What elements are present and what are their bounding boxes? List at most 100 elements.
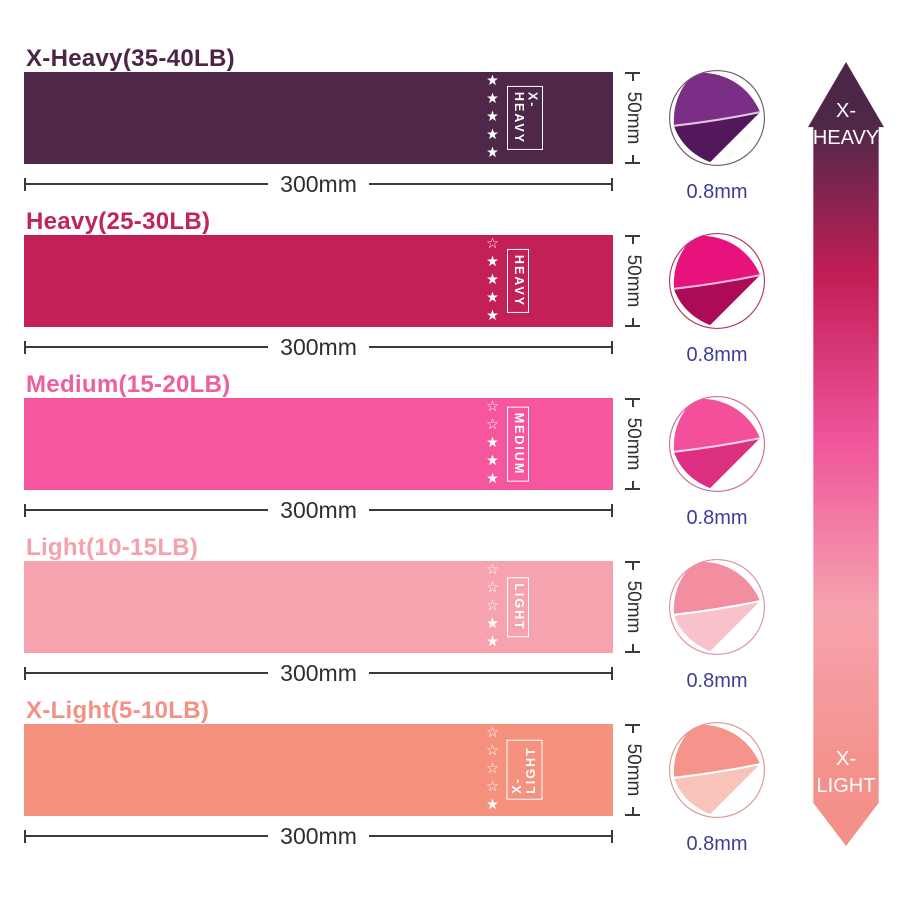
band-row-x-light: X-Light(5-10LB) ☆☆☆☆★ X-LIGHT 300mm 50mm xyxy=(0,697,900,860)
band-title: Light(10-15LB) xyxy=(26,534,199,561)
band-fold-crease xyxy=(673,600,761,616)
dimension-line xyxy=(368,509,612,511)
band-fold-lower xyxy=(673,601,761,652)
width-value: 300mm xyxy=(280,496,357,523)
dimension-tick xyxy=(24,829,26,843)
band-level-label: LIGHT xyxy=(507,577,529,637)
height-value: 50mm xyxy=(623,417,644,471)
band-thickness-photo xyxy=(668,395,766,493)
band-title: X-Heavy(35-40LB) xyxy=(26,45,235,72)
thickness-value: 0.8mm xyxy=(686,670,748,692)
arrow-top-label-line2: HEAVY xyxy=(812,127,880,149)
arrow-bottom-label: X- LIGHT xyxy=(808,746,884,800)
dimension-line xyxy=(368,346,612,348)
band-fold-lower xyxy=(673,438,761,489)
width-dimension: 300mm xyxy=(24,496,614,523)
thickness-value: 0.8mm xyxy=(686,344,748,366)
dimension-tick xyxy=(625,561,641,563)
band-level-label: HEAVY xyxy=(507,248,529,314)
band-thickness-photo xyxy=(668,721,766,819)
dimension-tick xyxy=(625,813,641,816)
star-rating: ☆☆☆★★ xyxy=(484,562,501,652)
width-value: 300mm xyxy=(280,170,357,197)
band-fold-lower xyxy=(673,275,761,326)
band-row-heavy: Heavy(25-30LB) ☆★★★★ HEAVY 300mm 50mm xyxy=(0,208,900,371)
height-value: 50mm xyxy=(623,254,644,308)
width-dimension: 300mm xyxy=(24,659,614,686)
dimension-tick xyxy=(625,724,641,726)
band-rectangle: ☆☆☆★★ LIGHT xyxy=(24,561,613,653)
band-fold-lower xyxy=(673,764,761,815)
height-dimension: 50mm xyxy=(621,398,645,490)
star-rating: ☆☆☆☆★ xyxy=(484,725,501,815)
band-thickness-photo xyxy=(668,69,766,167)
band-level-label: X-LIGHT xyxy=(507,740,543,800)
band-fold-lower xyxy=(673,112,761,163)
band-row-light: Light(10-15LB) ☆☆☆★★ LIGHT 300mm 50mm xyxy=(0,534,900,697)
band-fold-crease xyxy=(673,437,761,453)
dimension-tick xyxy=(625,235,641,237)
dimension-line xyxy=(26,672,269,674)
thickness-value: 0.8mm xyxy=(686,507,748,529)
height-value: 50mm xyxy=(623,91,644,145)
band-fold-upper xyxy=(673,561,761,615)
band-row-x-heavy: X-Heavy(35-40LB) ★★★★★ X-HEAVY 300mm 50m… xyxy=(0,45,900,208)
width-value: 300mm xyxy=(280,659,357,686)
height-value: 50mm xyxy=(623,743,644,797)
dimension-line xyxy=(26,835,269,837)
dimension-line xyxy=(26,183,269,185)
width-value: 300mm xyxy=(280,822,357,849)
band-rectangle: ☆☆★★★ MEDIUM xyxy=(24,398,613,490)
star-rating: ☆☆★★★ xyxy=(484,399,501,489)
arrow-top-label-line1: X- xyxy=(836,100,856,122)
band-row-medium: Medium(15-20LB) ☆☆★★★ MEDIUM 300mm 50mm xyxy=(0,371,900,534)
dimension-tick xyxy=(611,340,614,354)
band-rectangle: ☆★★★★ HEAVY xyxy=(24,235,613,327)
width-dimension: 300mm xyxy=(24,333,614,360)
dimension-line xyxy=(26,346,269,348)
band-fold-upper xyxy=(673,235,761,289)
band-thickness-photo xyxy=(668,558,766,656)
thickness-value: 0.8mm xyxy=(686,181,748,203)
band-fold-crease xyxy=(673,274,761,290)
dimension-line xyxy=(26,509,269,511)
height-dimension: 50mm xyxy=(621,72,645,164)
band-fold-upper xyxy=(673,72,761,126)
dimension-line xyxy=(368,672,612,674)
height-dimension: 50mm xyxy=(621,561,645,653)
dimension-tick xyxy=(625,161,641,164)
band-rectangle: ☆☆☆☆★ X-LIGHT xyxy=(24,724,613,816)
dimension-tick xyxy=(625,487,641,490)
arrow-bottom-label-line1: X- xyxy=(836,748,856,770)
dimension-tick xyxy=(24,666,26,680)
dimension-tick xyxy=(611,829,614,843)
arrow-top-label: X- HEAVY xyxy=(808,98,884,152)
dimension-tick xyxy=(611,666,614,680)
dimension-tick xyxy=(625,324,641,327)
dimension-tick xyxy=(625,398,641,400)
height-dimension: 50mm xyxy=(621,235,645,327)
arrow-bottom-label-line2: LIGHT xyxy=(816,775,876,797)
band-rectangle: ★★★★★ X-HEAVY xyxy=(24,72,613,164)
band-title: Medium(15-20LB) xyxy=(26,371,231,398)
height-dimension: 50mm xyxy=(621,724,645,816)
dimension-tick xyxy=(625,650,641,653)
dimension-tick xyxy=(24,503,26,517)
dimension-line xyxy=(368,835,612,837)
dimension-tick xyxy=(611,503,614,517)
thickness-value: 0.8mm xyxy=(686,833,748,855)
band-fold-upper xyxy=(673,398,761,452)
star-rating: ☆★★★★ xyxy=(484,236,501,326)
dimension-tick xyxy=(24,340,26,354)
width-value: 300mm xyxy=(280,333,357,360)
band-thickness-photo xyxy=(668,232,766,330)
band-fold-crease xyxy=(673,763,761,779)
band-fold-crease xyxy=(673,111,761,127)
band-level-label: MEDIUM xyxy=(507,406,529,482)
strength-gradient-arrow: X- HEAVY X- LIGHT xyxy=(808,62,884,846)
width-dimension: 300mm xyxy=(24,170,614,197)
dimension-line xyxy=(368,183,612,185)
width-dimension: 300mm xyxy=(24,822,614,849)
dimension-tick xyxy=(625,72,641,74)
